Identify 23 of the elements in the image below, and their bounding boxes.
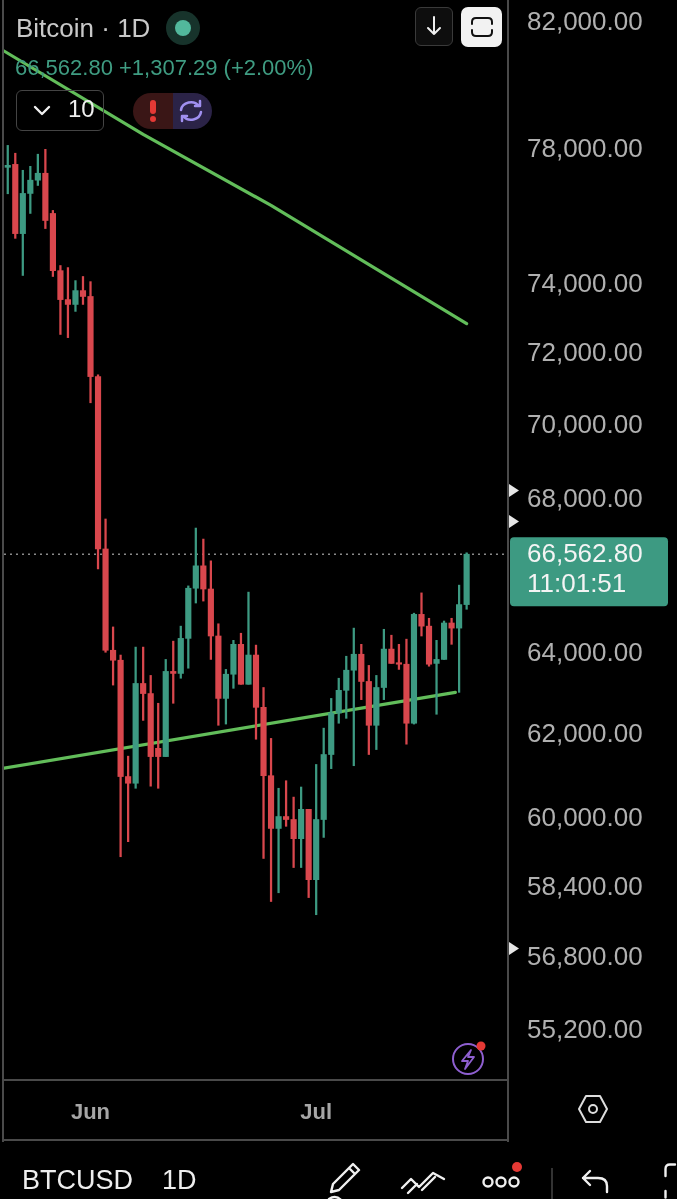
candlestick (418, 592, 425, 637)
annotation: 10 (68, 95, 95, 123)
candlestick (275, 787, 282, 894)
y-tick-label: 62,000.00 (527, 718, 643, 749)
ref-line-label: 66,562.80 11:01:51 (527, 538, 643, 599)
y-tick-label: 68,000.00 (527, 482, 643, 513)
y-tick-label: 55,200.00 (527, 1014, 643, 1045)
y-tick-label: 58,400.00 (527, 870, 643, 901)
x-tick-label: Jun (70, 1099, 111, 1125)
text: 1D (162, 1165, 197, 1196)
text: Bitcoin · 1D (16, 12, 151, 44)
candlestick (245, 591, 252, 685)
y-tick-label: 78,000.00 (527, 133, 643, 164)
y-tick-label: 64,000.00 (527, 637, 643, 668)
y-tick-label: 72,000.00 (527, 337, 643, 368)
x-tick-label: Jul (300, 1099, 333, 1125)
y-tick-label: 74,000.00 (527, 267, 643, 298)
y-tick-label: 56,800.00 (527, 941, 643, 972)
y-tick-label: 82,000.00 (527, 6, 643, 37)
candlestick (290, 796, 297, 868)
text: BTCUSD (22, 1165, 134, 1196)
y-tick-label: 60,000.00 (527, 801, 643, 832)
y-tick-label: 70,000.00 (527, 409, 643, 440)
